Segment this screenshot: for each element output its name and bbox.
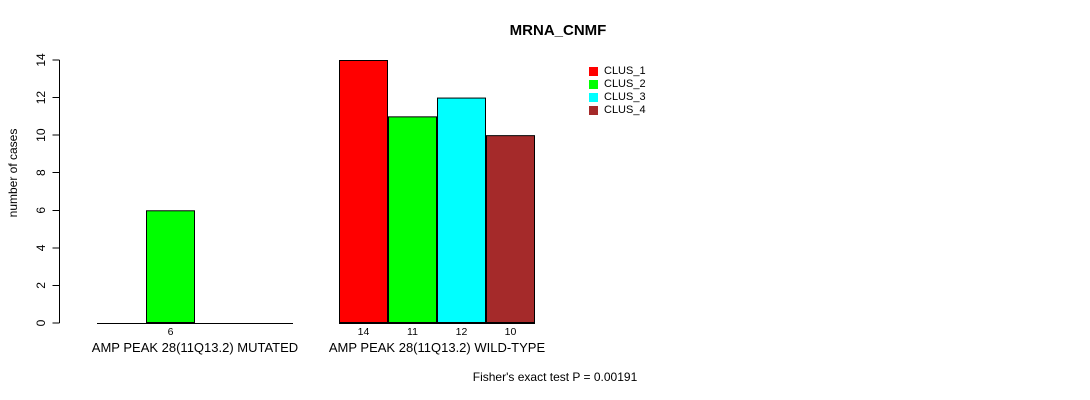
bar-mutated-clus_2 [146, 210, 195, 324]
bar-wild-type-clus_4 [486, 135, 535, 323]
y-tick-label-14: 14 [34, 53, 48, 67]
legend-swatch-clus-3 [589, 93, 598, 102]
y-tick-label-0: 0 [34, 319, 48, 326]
fisher-test-annotation: Fisher's exact test P = 0.00191 [472, 370, 638, 384]
legend-label: CLUS_2 [604, 78, 646, 90]
y-tick-label-2: 2 [34, 282, 48, 289]
legend-item: CLUS_2 [589, 78, 646, 91]
chart-title: MRNA_CNMF [509, 22, 607, 39]
legend-swatch-clus-4 [589, 106, 598, 115]
y-tick-label-8: 8 [34, 169, 48, 176]
bar-wild-type-clus_1 [339, 60, 388, 323]
bar-value-label-wild-type-clus_3: 12 [456, 326, 468, 338]
bar-value-label-wild-type-clus_2: 11 [407, 326, 418, 338]
legend-swatch-clus-1 [589, 67, 598, 76]
bar-value-label-wild-type-clus_1: 14 [358, 326, 370, 338]
y-tick-label-4: 4 [34, 244, 48, 251]
legend: CLUS_1 CLUS_2 CLUS_3 CLUS_4 [589, 65, 646, 117]
legend-label: CLUS_1 [604, 65, 646, 77]
legend-item: CLUS_4 [589, 104, 646, 117]
legend-label: CLUS_3 [604, 91, 646, 103]
y-tick-label-6: 6 [34, 207, 48, 214]
y-tick-label-10: 10 [34, 128, 48, 142]
y-tick-label-12: 12 [34, 91, 48, 105]
bar-value-label-wild-type-clus_4: 10 [505, 326, 517, 338]
x-group-label-mutated: AMP PEAK 28(11Q13.2) MUTATED [91, 340, 299, 355]
x-group-label-wild-type: AMP PEAK 28(11Q13.2) WILD-TYPE [328, 340, 546, 355]
legend-swatch-clus-2 [589, 80, 598, 89]
bar-wild-type-clus_3 [437, 97, 486, 323]
bar-value-label-mutated-clus_2: 6 [168, 326, 174, 338]
legend-label: CLUS_4 [604, 104, 646, 116]
legend-item: CLUS_3 [589, 91, 646, 104]
bar-wild-type-clus_2 [388, 116, 437, 323]
legend-item: CLUS_1 [589, 65, 646, 78]
